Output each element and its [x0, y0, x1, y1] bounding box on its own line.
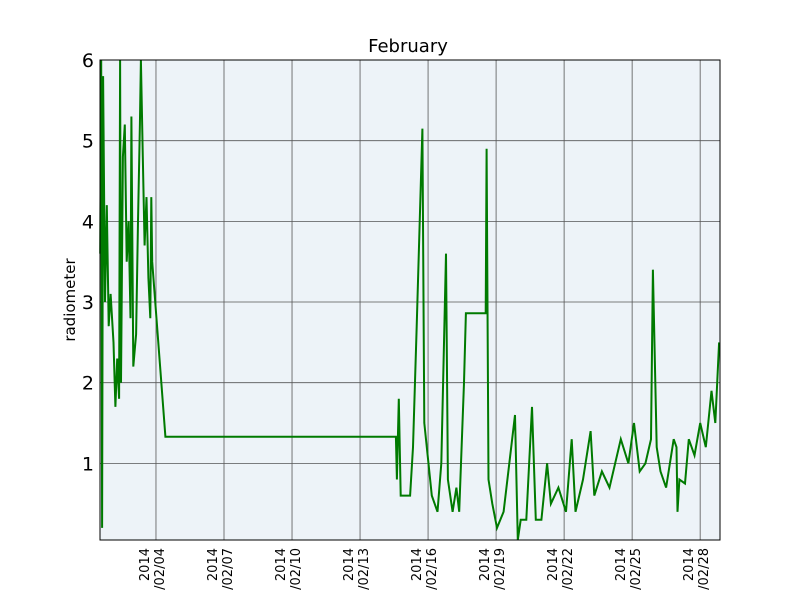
y-tick-label: 3	[82, 292, 94, 314]
x-tick-label: 2014/02/10	[274, 548, 304, 590]
x-tick-label: 2014/02/16	[410, 548, 440, 590]
y-tick-label: 6	[82, 50, 94, 72]
y-axis-label: radiometer	[61, 257, 79, 341]
data-line	[99, 59, 721, 541]
x-tick-label: 2014/02/19	[478, 548, 508, 590]
x-tick-label: 2014/02/28	[682, 548, 712, 590]
plot-area	[100, 60, 720, 540]
x-tick-label: 2014/02/13	[342, 548, 372, 590]
x-tick-label: 2014/02/07	[206, 548, 236, 590]
x-tick-label: 2014/02/04	[138, 548, 168, 590]
y-tick-label: 4	[82, 211, 94, 233]
chart-title: February	[368, 36, 448, 57]
plot-frame	[99, 59, 721, 541]
y-tick-label: 1	[82, 453, 94, 475]
x-tick-label: 2014/02/22	[546, 548, 576, 590]
x-tick-label: 2014/02/25	[614, 548, 644, 590]
y-tick-label: 5	[82, 131, 94, 153]
y-tick-label: 2	[82, 373, 94, 395]
